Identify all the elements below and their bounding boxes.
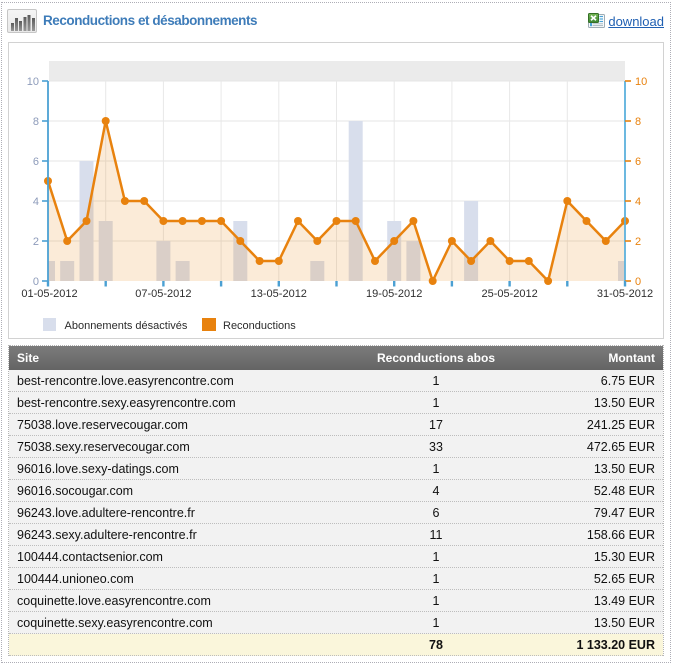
- svg-text:4: 4: [33, 196, 39, 208]
- svg-text:31-05-2012: 31-05-2012: [597, 288, 653, 300]
- svg-text:10: 10: [635, 76, 647, 88]
- svg-text:01-05-2012: 01-05-2012: [21, 288, 77, 300]
- svg-text:19-05-2012: 19-05-2012: [366, 288, 422, 300]
- svg-text:8: 8: [635, 116, 641, 128]
- svg-text:6: 6: [33, 156, 39, 168]
- svg-text:07-05-2012: 07-05-2012: [135, 288, 191, 300]
- svg-text:13-05-2012: 13-05-2012: [251, 288, 307, 300]
- svg-text:0: 0: [635, 276, 641, 288]
- svg-text:10: 10: [27, 76, 39, 88]
- svg-text:Abonnements désactivés: Abonnements désactivés: [65, 320, 188, 332]
- svg-text:4: 4: [635, 196, 641, 208]
- svg-text:6: 6: [635, 156, 641, 168]
- svg-text:25-05-2012: 25-05-2012: [481, 288, 537, 300]
- svg-text:2: 2: [635, 236, 641, 248]
- svg-text:0: 0: [33, 276, 39, 288]
- svg-text:8: 8: [33, 116, 39, 128]
- svg-text:2: 2: [33, 236, 39, 248]
- svg-text:Reconductions: Reconductions: [223, 320, 296, 332]
